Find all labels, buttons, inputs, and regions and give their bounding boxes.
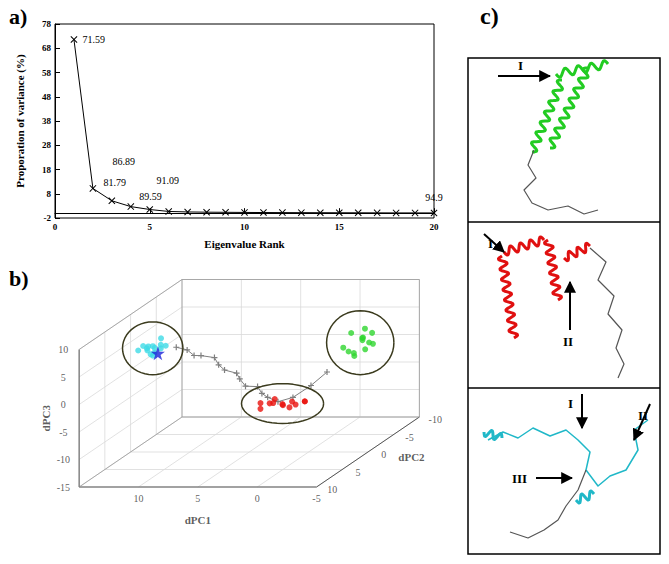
svg-text:10: 10 xyxy=(133,493,143,504)
svg-text:0: 0 xyxy=(381,449,386,460)
svg-text:5: 5 xyxy=(61,372,66,383)
svg-text:28: 28 xyxy=(42,140,52,150)
svg-text:dPC1: dPC1 xyxy=(185,514,211,526)
svg-text:20: 20 xyxy=(430,222,440,232)
svg-text:5: 5 xyxy=(356,467,361,478)
svg-text:dPC3: dPC3 xyxy=(40,405,52,432)
svg-text:Eigenvalue Rank: Eigenvalue Rank xyxy=(204,238,285,250)
svg-text:III: III xyxy=(512,471,527,486)
svg-text:dPC2: dPC2 xyxy=(398,451,425,463)
svg-text:58: 58 xyxy=(42,68,52,78)
svg-text:II: II xyxy=(638,408,648,423)
svg-text:-5: -5 xyxy=(59,427,67,438)
svg-text:18: 18 xyxy=(42,165,52,175)
svg-text:I: I xyxy=(518,58,523,73)
svg-text:-2: -2 xyxy=(44,213,52,223)
svg-text:0: 0 xyxy=(61,399,66,410)
svg-text:38: 38 xyxy=(42,116,52,126)
svg-text:8: 8 xyxy=(47,189,52,199)
svg-text:II: II xyxy=(563,334,573,349)
svg-text:89.59: 89.59 xyxy=(139,191,162,202)
svg-text:5: 5 xyxy=(195,493,200,504)
svg-text:10: 10 xyxy=(327,484,337,495)
svg-text:-5: -5 xyxy=(312,493,320,504)
svg-text:I: I xyxy=(568,396,573,411)
svg-text:-15: -15 xyxy=(57,482,70,493)
svg-text:78: 78 xyxy=(42,19,52,29)
svg-text:81.79: 81.79 xyxy=(103,177,126,188)
svg-text:91.09: 91.09 xyxy=(157,175,180,186)
svg-text:48: 48 xyxy=(42,92,52,102)
svg-text:-10: -10 xyxy=(57,454,70,465)
svg-text:10: 10 xyxy=(58,344,68,355)
svg-text:a): a) xyxy=(9,4,27,29)
svg-text:71.59: 71.59 xyxy=(82,34,105,45)
svg-text:10: 10 xyxy=(240,222,250,232)
svg-text:94.9: 94.9 xyxy=(425,192,443,203)
svg-text:5: 5 xyxy=(148,222,153,232)
svg-text:0: 0 xyxy=(53,222,58,232)
svg-text:-5: -5 xyxy=(405,432,413,443)
svg-text:0: 0 xyxy=(255,493,260,504)
svg-text:I: I xyxy=(488,236,493,251)
svg-text:68: 68 xyxy=(42,43,52,53)
svg-text:-10: -10 xyxy=(429,414,442,425)
svg-text:15: 15 xyxy=(335,222,345,232)
svg-text:b): b) xyxy=(9,266,29,291)
svg-text:86.89: 86.89 xyxy=(113,156,136,167)
svg-text:c): c) xyxy=(480,3,499,29)
svg-text:Proporation of variance (%): Proporation of variance (%) xyxy=(14,54,27,188)
